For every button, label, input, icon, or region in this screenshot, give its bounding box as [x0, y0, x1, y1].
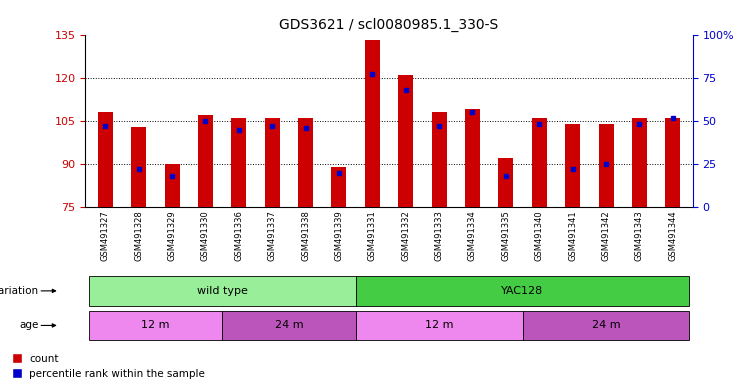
- Text: GSM491327: GSM491327: [101, 210, 110, 262]
- Bar: [522, 311, 689, 340]
- Bar: [632, 118, 647, 207]
- Text: GSM491331: GSM491331: [368, 210, 377, 262]
- Text: GSM491337: GSM491337: [268, 210, 276, 262]
- Title: GDS3621 / scl0080985.1_330-S: GDS3621 / scl0080985.1_330-S: [279, 18, 499, 32]
- Bar: [89, 311, 222, 340]
- Bar: [599, 124, 614, 207]
- Text: GSM491341: GSM491341: [568, 210, 577, 261]
- Bar: [499, 159, 514, 207]
- Text: YAC128: YAC128: [502, 286, 544, 296]
- Text: GSM491330: GSM491330: [201, 210, 210, 262]
- Bar: [356, 276, 689, 306]
- Text: GSM491338: GSM491338: [301, 210, 310, 262]
- Text: GSM491343: GSM491343: [635, 210, 644, 262]
- Bar: [165, 164, 179, 207]
- Text: GSM491328: GSM491328: [134, 210, 143, 262]
- Text: genotype/variation: genotype/variation: [0, 286, 39, 296]
- Text: wild type: wild type: [196, 286, 247, 296]
- Bar: [98, 113, 113, 207]
- Bar: [89, 276, 356, 306]
- Bar: [331, 167, 347, 207]
- Text: GSM491344: GSM491344: [668, 210, 677, 261]
- Text: GSM491332: GSM491332: [401, 210, 411, 262]
- Text: GSM491329: GSM491329: [167, 210, 176, 261]
- Text: GSM491339: GSM491339: [334, 210, 343, 262]
- Text: GSM491340: GSM491340: [535, 210, 544, 261]
- Text: GSM491335: GSM491335: [502, 210, 511, 262]
- Bar: [265, 118, 279, 207]
- Text: GSM491336: GSM491336: [234, 210, 243, 262]
- Text: 12 m: 12 m: [141, 320, 170, 331]
- Text: GSM491333: GSM491333: [435, 210, 444, 262]
- Bar: [665, 118, 680, 207]
- Bar: [532, 118, 547, 207]
- Legend: count, percentile rank within the sample: count, percentile rank within the sample: [13, 354, 205, 379]
- Bar: [198, 115, 213, 207]
- Text: GSM491334: GSM491334: [468, 210, 477, 262]
- Bar: [356, 311, 522, 340]
- Text: 24 m: 24 m: [592, 320, 620, 331]
- Bar: [465, 109, 480, 207]
- Bar: [131, 127, 146, 207]
- Text: 12 m: 12 m: [425, 320, 453, 331]
- Bar: [222, 311, 356, 340]
- Text: 24 m: 24 m: [275, 320, 303, 331]
- Bar: [431, 113, 447, 207]
- Bar: [365, 40, 380, 207]
- Bar: [565, 124, 580, 207]
- Text: age: age: [19, 320, 39, 331]
- Bar: [298, 118, 313, 207]
- Bar: [398, 75, 413, 207]
- Bar: [231, 118, 246, 207]
- Text: GSM491342: GSM491342: [602, 210, 611, 261]
